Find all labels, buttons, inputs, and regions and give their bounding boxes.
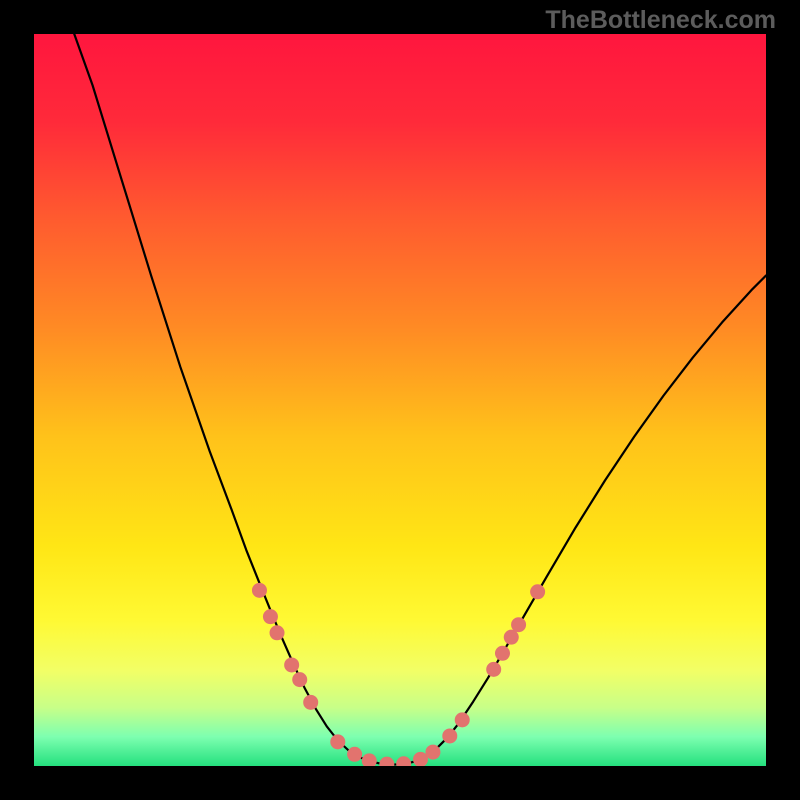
data-marker [347,747,362,762]
bottleneck-chart [34,34,766,766]
data-marker [455,712,470,727]
data-marker [530,584,545,599]
data-marker [263,609,278,624]
gradient-background [34,34,766,766]
data-marker [442,728,457,743]
data-marker [252,583,267,598]
data-marker [292,672,307,687]
data-marker [486,662,501,677]
data-marker [495,646,510,661]
data-marker [511,617,526,632]
data-marker [284,657,299,672]
data-marker [330,734,345,749]
data-marker [270,625,285,640]
data-marker [425,745,440,760]
data-marker [303,695,318,710]
watermark-text: TheBottleneck.com [545,6,776,35]
chart-frame [0,0,800,800]
